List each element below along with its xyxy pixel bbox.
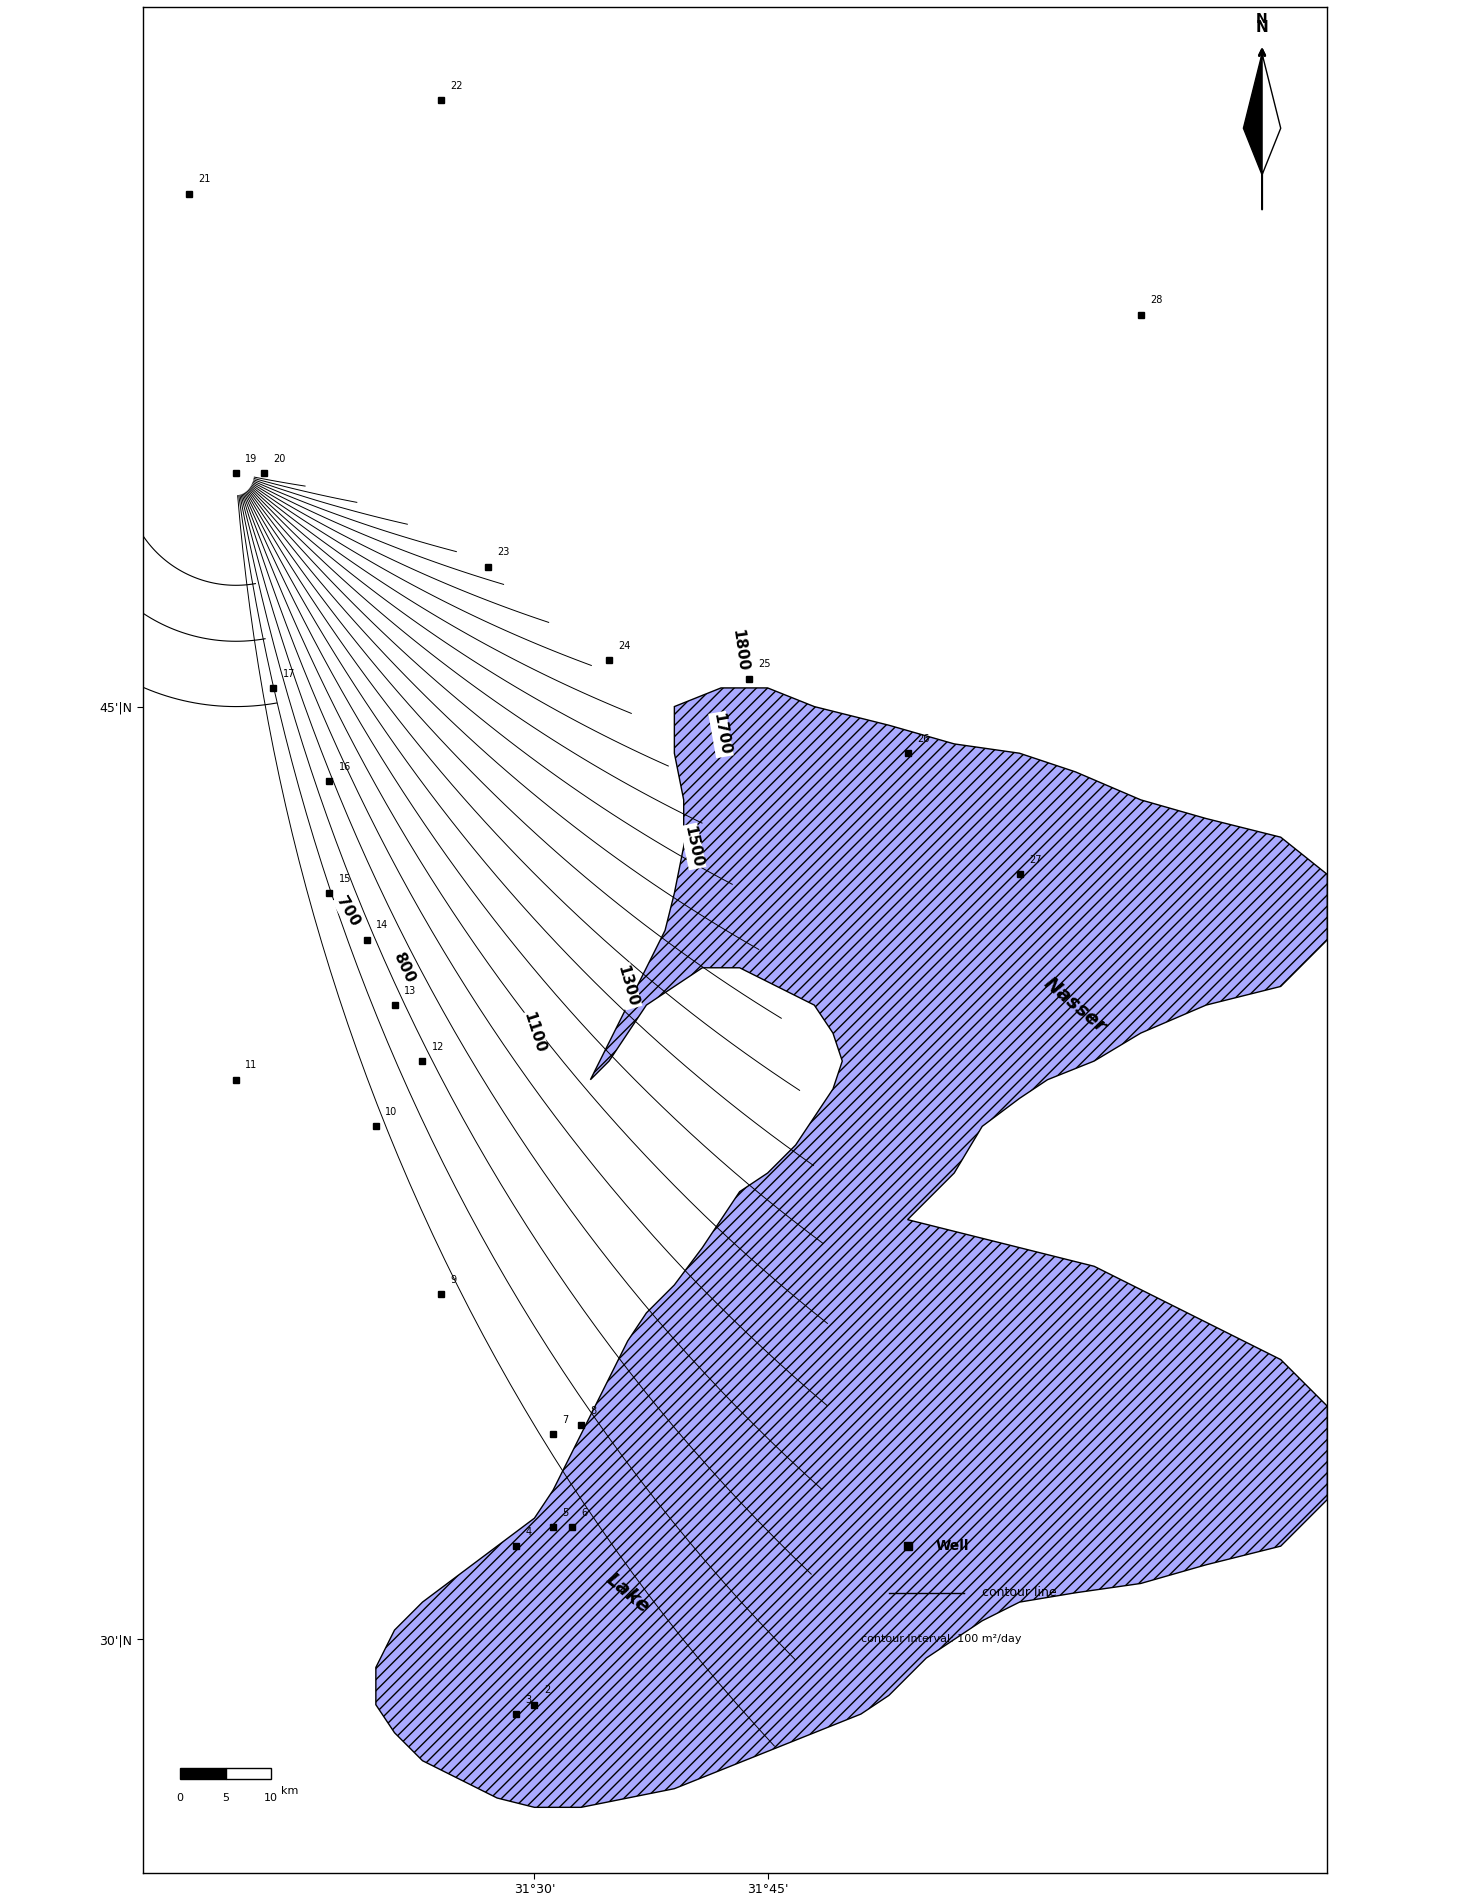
Text: 1500: 1500 [681, 824, 704, 870]
Text: 20: 20 [273, 455, 285, 464]
Text: Lake: Lake [603, 1570, 653, 1616]
Text: 5: 5 [222, 1793, 229, 1804]
Text: km: km [281, 1785, 298, 1796]
Text: 22: 22 [450, 82, 463, 91]
Bar [179, 1768, 225, 1779]
Polygon shape [1263, 53, 1280, 175]
Text: 16: 16 [338, 761, 351, 773]
Text: 13: 13 [404, 986, 416, 995]
Text: N: N [1257, 11, 1267, 25]
Text: 25: 25 [759, 658, 770, 670]
Text: 17: 17 [282, 668, 295, 679]
Text: 23: 23 [497, 548, 510, 558]
Text: 24: 24 [619, 641, 631, 651]
Text: Well: Well [935, 1540, 969, 1553]
Text: 10: 10 [265, 1793, 278, 1804]
Text: 7: 7 [563, 1414, 569, 1425]
Text: 0: 0 [176, 1793, 184, 1804]
Text: contour line: contour line [982, 1587, 1057, 1599]
Text: Nasser: Nasser [1041, 974, 1110, 1037]
Text: 1700: 1700 [710, 712, 732, 757]
Text: 10: 10 [385, 1108, 397, 1117]
Text: 1100: 1100 [520, 1010, 548, 1056]
Text: 9: 9 [450, 1275, 457, 1285]
Text: 2: 2 [544, 1686, 550, 1696]
Text: 1300: 1300 [614, 965, 641, 1009]
Text: N: N [1255, 19, 1269, 34]
Text: 21: 21 [198, 175, 212, 185]
Text: 19: 19 [245, 455, 257, 464]
Text: 12: 12 [432, 1041, 444, 1052]
Polygon shape [376, 687, 1327, 1808]
Text: 3: 3 [525, 1696, 531, 1705]
Bar [225, 1768, 272, 1779]
Polygon shape [1244, 53, 1263, 175]
Text: 28: 28 [1150, 295, 1163, 306]
Text: 5: 5 [563, 1509, 569, 1519]
Text: 26: 26 [917, 735, 929, 744]
Text: 11: 11 [245, 1060, 257, 1069]
Text: 700: 700 [334, 894, 362, 929]
Text: contour interval: 100 m²/day: contour interval: 100 m²/day [861, 1635, 1022, 1644]
Text: 800: 800 [391, 950, 417, 986]
Text: 8: 8 [591, 1406, 597, 1416]
Text: 4: 4 [525, 1526, 531, 1538]
Text: 1800: 1800 [729, 628, 750, 672]
Text: 27: 27 [1029, 854, 1041, 866]
Text: 14: 14 [376, 921, 388, 931]
Text: 6: 6 [581, 1509, 587, 1519]
Text: 15: 15 [338, 873, 351, 883]
